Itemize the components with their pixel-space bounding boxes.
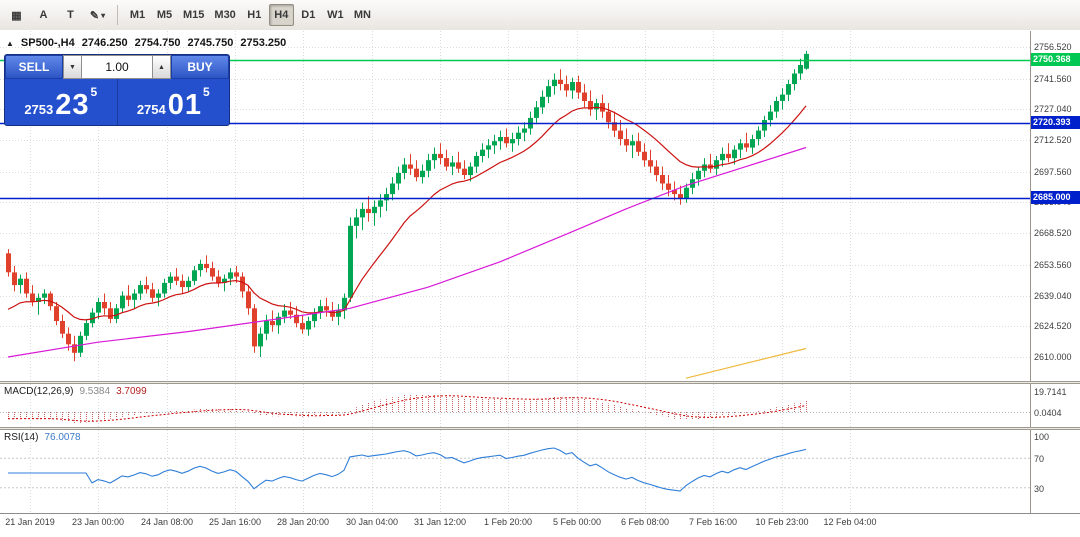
main-toolbar: ▦ A T ✎ ▾ M1 M5 M15 M30 H1 H4 D1 W1 MN <box>0 0 1080 31</box>
timeframe-M30[interactable]: M30 <box>210 4 239 26</box>
time-axis-label: 30 Jan 04:00 <box>345 517 399 527</box>
buy-button[interactable]: BUY <box>171 55 229 79</box>
timeframe-MN[interactable]: MN <box>350 4 375 26</box>
ask-quote[interactable]: 2754 01 5 <box>116 79 230 125</box>
rsi-grid <box>30 430 851 513</box>
price-axis-label: 2668.520 <box>1034 228 1072 238</box>
tools-group: ▦ A T ✎ ▾ <box>4 4 110 26</box>
rsi-value: 76.0078 <box>44 432 81 443</box>
timeframe-H4[interactable]: H4 <box>268 4 294 26</box>
macd-grid <box>30 384 851 427</box>
charts-grid-icon[interactable]: ▦ <box>4 4 29 26</box>
macd-label: MACD(12,26,9) 9.5384 3.7099 <box>4 386 147 397</box>
time-axis-label: 24 Jan 08:00 <box>140 517 194 527</box>
bid-prefix: 2753 <box>24 102 54 117</box>
time-axis-label: 25 Jan 16:00 <box>208 517 262 527</box>
ohlc-close: 2753.250 <box>240 37 287 49</box>
rsi-line <box>8 447 807 492</box>
toolbar-separator <box>117 5 118 25</box>
time-axis-label: 6 Feb 08:00 <box>620 517 670 527</box>
time-axis-label: 28 Jan 20:00 <box>276 517 330 527</box>
ask-pipette: 5 <box>203 85 210 99</box>
trade-panel-quotes: 2753 23 5 2754 01 5 <box>5 79 229 125</box>
volume-increase-button[interactable]: ▲ <box>152 55 171 79</box>
macd-canvas[interactable] <box>0 384 1030 427</box>
time-axis-label: 21 Jan 2019 <box>5 517 55 527</box>
sell-button[interactable]: SELL <box>5 55 63 79</box>
timeframe-H1[interactable]: H1 <box>242 4 267 26</box>
timeframe-M5[interactable]: M5 <box>152 4 177 26</box>
ma-fast-line <box>7 105 807 321</box>
volume-input[interactable] <box>82 55 152 79</box>
one-click-toggle-icon[interactable]: ▲ <box>6 39 14 48</box>
main-chart-canvas[interactable] <box>0 31 1030 381</box>
macd-value: 9.5384 <box>79 386 111 397</box>
macd-axis-label: 0.0404 <box>1034 408 1062 418</box>
timeframe-D1[interactable]: D1 <box>296 4 321 26</box>
rsi-label: RSI(14) 76.0078 <box>4 432 81 443</box>
price-axis-label: 2639.040 <box>1034 291 1072 301</box>
chevron-down-icon: ▾ <box>101 10 106 20</box>
rsi-canvas[interactable] <box>0 430 1030 513</box>
macd-signal-line <box>8 395 807 422</box>
candles-layer <box>6 50 809 362</box>
draw-tools-icon[interactable]: ✎ ▾ <box>85 4 110 26</box>
bid-quote[interactable]: 2753 23 5 <box>5 79 117 125</box>
price-axis-label: 2712.520 <box>1034 135 1072 145</box>
rsi-name: RSI(14) <box>4 432 39 443</box>
ma-long-line <box>685 347 807 379</box>
time-axis-label: 5 Feb 00:00 <box>552 517 602 527</box>
ask-pips: 01 <box>167 89 202 121</box>
ohlc-open: 2746.250 <box>81 37 128 49</box>
time-axis-label: 12 Feb 04:00 <box>823 517 877 527</box>
rsi-axis-label: 100 <box>1034 432 1050 442</box>
chart-title: ▲ SP500-,H4 2746.250 2754.750 2745.750 2… <box>6 37 286 49</box>
timeframe-M1[interactable]: M1 <box>125 4 150 26</box>
bid-pips: 23 <box>55 89 90 121</box>
ohlc-high: 2754.750 <box>134 37 181 49</box>
time-axis-label: 10 Feb 23:00 <box>755 517 809 527</box>
timeframe-M15[interactable]: M15 <box>179 4 208 26</box>
time-axis[interactable]: 21 Jan 2019 23 Jan 00:00 24 Jan 08:00 25 Ja… <box>0 514 1080 534</box>
time-axis-divider <box>0 513 1080 514</box>
macd-histogram <box>8 394 807 423</box>
price-axis-label: 2697.560 <box>1034 167 1072 177</box>
time-axis-label: 7 Feb 16:00 <box>688 517 738 527</box>
trade-panel-controls: SELL ▼ ▲ BUY <box>5 55 229 79</box>
price-level-badge: 2685.000 <box>1031 191 1080 204</box>
macd-pane-divider[interactable] <box>0 381 1080 384</box>
price-level-badge: 2720.393 <box>1031 116 1080 129</box>
rsi-pane-divider[interactable] <box>0 427 1080 430</box>
ask-prefix: 2754 <box>136 102 166 117</box>
chart-window: 2756.520 2741.560 2727.040 2712.520 2697.560… <box>0 30 1080 537</box>
chart-symbol: SP500-,H4 <box>20 37 75 49</box>
price-axis: 2756.520 2741.560 2727.040 2712.520 2697.560… <box>1030 31 1080 513</box>
price-level-badge: 2750.368 <box>1031 53 1080 66</box>
macd-name: MACD(12,26,9) <box>4 386 74 397</box>
volume-decrease-button[interactable]: ▼ <box>63 55 82 79</box>
price-axis-label: 2653.560 <box>1034 260 1072 270</box>
text-tool-icon[interactable]: T <box>58 4 83 26</box>
ohlc-low: 2745.750 <box>187 37 234 49</box>
price-axis-label: 2624.520 <box>1034 321 1072 331</box>
price-axis-label: 2610.000 <box>1034 352 1072 362</box>
rsi-axis-label: 70 <box>1034 454 1045 464</box>
time-axis-label: 23 Jan 00:00 <box>71 517 125 527</box>
price-axis-label: 2741.560 <box>1034 74 1072 84</box>
price-axis-label: 2727.040 <box>1034 104 1072 114</box>
timeframe-W1[interactable]: W1 <box>323 4 348 26</box>
bid-pipette: 5 <box>90 85 98 99</box>
text-label-tool-icon[interactable]: A <box>31 4 56 26</box>
time-axis-label: 1 Feb 20:00 <box>483 517 533 527</box>
price-axis-label: 2756.520 <box>1034 42 1072 52</box>
ma-slow-line <box>7 146 807 358</box>
macd-axis-label: 19.7141 <box>1034 387 1067 397</box>
rsi-axis-label: 30 <box>1034 484 1045 494</box>
one-click-trading-panel: SELL ▼ ▲ BUY 2753 23 5 2754 01 5 <box>4 54 230 126</box>
timeframes-group: M1 M5 M15 M30 H1 H4 D1 W1 MN <box>125 4 375 26</box>
time-axis-label: 31 Jan 12:00 <box>413 517 467 527</box>
macd-signal-value: 3.7099 <box>116 386 147 397</box>
